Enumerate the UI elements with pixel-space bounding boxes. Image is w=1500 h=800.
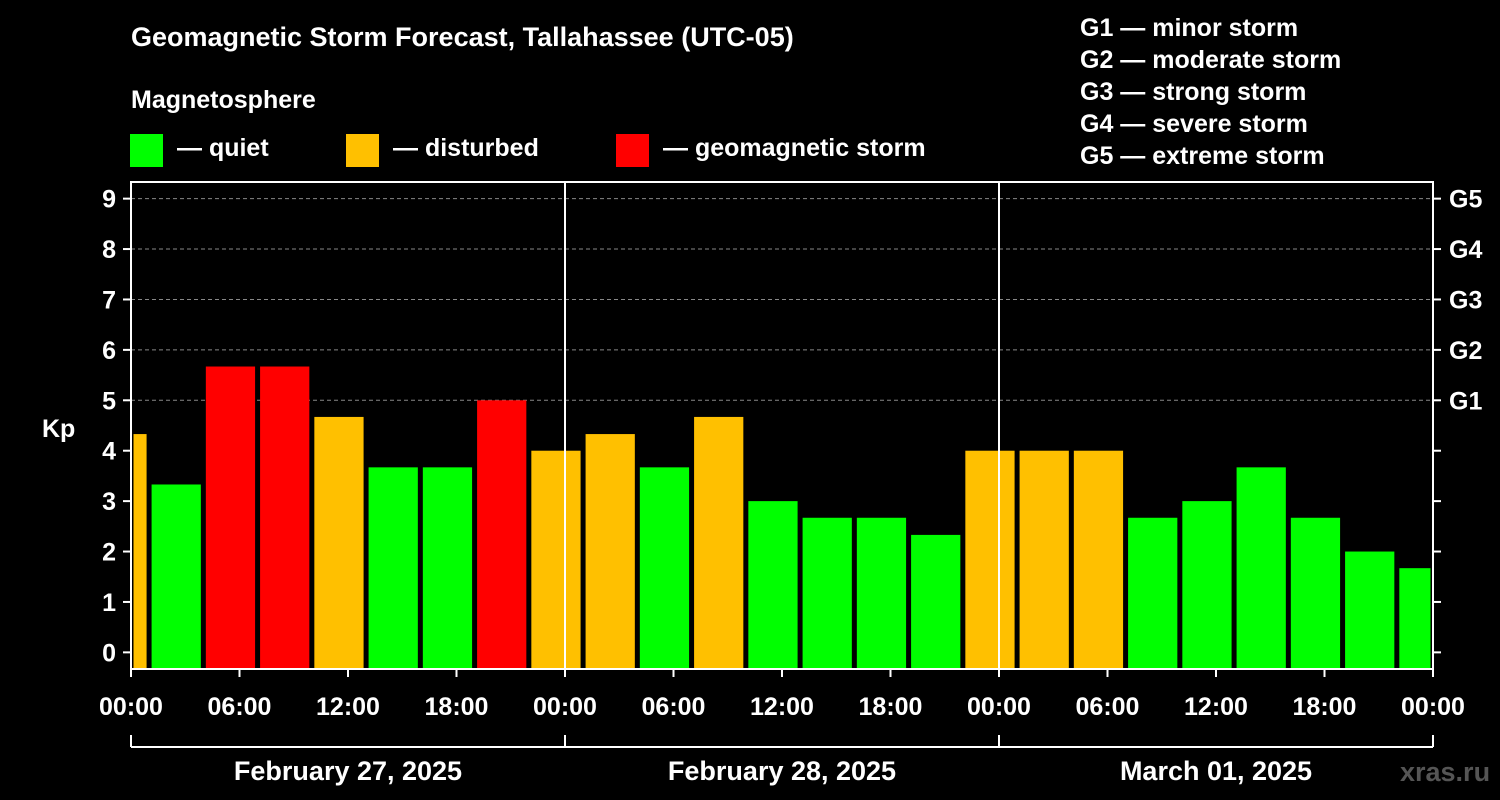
- kp-bar-22: [1290, 517, 1341, 669]
- kp-bar-0: [133, 434, 147, 669]
- kp-bar-14: [856, 517, 907, 669]
- x-tick-label: 18:00: [425, 693, 489, 721]
- x-tick-label: 18:00: [1293, 693, 1357, 721]
- kp-bar-8: [531, 450, 581, 669]
- legend-swatch-storm: [616, 134, 649, 167]
- legend-label-quiet: — quiet: [177, 134, 269, 162]
- kp-bar-19: [1128, 517, 1178, 669]
- g-scale-g5: G5 — extreme storm: [1080, 142, 1325, 170]
- kp-bar-16: [965, 450, 1015, 669]
- day-label: February 28, 2025: [668, 756, 896, 786]
- x-tick-label: 06:00: [208, 693, 272, 721]
- kp-bar-20: [1182, 501, 1232, 669]
- kp-bar-3: [260, 366, 310, 669]
- kp-bar-15: [911, 534, 961, 669]
- kp-bar-5: [368, 467, 418, 669]
- legend-label-disturbed: — disturbed: [393, 134, 539, 162]
- g-axis-label: G5: [1449, 186, 1482, 214]
- y-tick-label: 4: [102, 438, 116, 466]
- kp-bar-4: [314, 416, 364, 669]
- x-tick-label: 00:00: [1401, 693, 1465, 721]
- x-tick-label: 06:00: [642, 693, 706, 721]
- legend-swatch-quiet: [130, 134, 163, 167]
- kp-bar-7: [477, 400, 527, 669]
- g-scale-g3: G3 — strong storm: [1080, 78, 1307, 106]
- kp-bar-13: [802, 517, 852, 669]
- x-tick-label: 12:00: [750, 693, 814, 721]
- x-tick-label: 18:00: [859, 693, 923, 721]
- y-tick-label: 6: [102, 337, 116, 365]
- x-tick-label: 00:00: [967, 693, 1031, 721]
- x-tick-label: 00:00: [533, 693, 597, 721]
- kp-bar-18: [1073, 450, 1124, 669]
- y-tick-label: 1: [102, 589, 116, 617]
- x-tick-label: 06:00: [1076, 693, 1140, 721]
- g-scale-g2: G2 — moderate storm: [1080, 46, 1342, 74]
- x-tick-label: 12:00: [316, 693, 380, 721]
- y-tick-label: 8: [102, 236, 116, 264]
- kp-bar-12: [748, 501, 798, 669]
- legend-swatch-disturbed: [346, 134, 379, 167]
- y-tick-label: 0: [102, 639, 116, 667]
- y-tick-label: 3: [102, 488, 116, 516]
- y-axis-label: Kp: [42, 415, 75, 443]
- g-axis-label: G1: [1449, 387, 1482, 415]
- kp-bar-23: [1345, 551, 1395, 669]
- g-axis-label: G2: [1449, 337, 1482, 365]
- g-axis-label: G3: [1449, 286, 1482, 314]
- watermark: xras.ru: [1400, 757, 1491, 787]
- y-tick-label: 9: [102, 186, 116, 214]
- kp-bar-17: [1019, 450, 1069, 669]
- y-tick-label: 5: [102, 387, 116, 415]
- kp-bar-24: [1399, 568, 1431, 669]
- chart-title: Geomagnetic Storm Forecast, Tallahassee …: [131, 22, 794, 52]
- kp-bar-10: [639, 467, 690, 669]
- kp-bar-1: [151, 484, 201, 669]
- legend-heading: Magnetosphere: [131, 86, 316, 114]
- g-scale-g4: G4 — severe storm: [1080, 110, 1308, 138]
- kp-bar-6: [422, 467, 473, 669]
- kp-bar-9: [585, 434, 635, 669]
- g-axis-label: G4: [1449, 236, 1482, 264]
- g-scale-g1: G1 — minor storm: [1080, 14, 1299, 42]
- y-tick-label: 7: [102, 286, 116, 314]
- day-label: March 01, 2025: [1120, 756, 1312, 786]
- legend-label-storm: — geomagnetic storm: [663, 134, 926, 162]
- kp-bar-21: [1236, 467, 1286, 669]
- kp-bar-2: [205, 366, 256, 669]
- y-tick-label: 2: [102, 539, 116, 567]
- x-tick-label: 00:00: [99, 693, 163, 721]
- x-tick-label: 12:00: [1184, 693, 1248, 721]
- day-label: February 27, 2025: [234, 756, 462, 786]
- kp-bar-11: [694, 416, 744, 669]
